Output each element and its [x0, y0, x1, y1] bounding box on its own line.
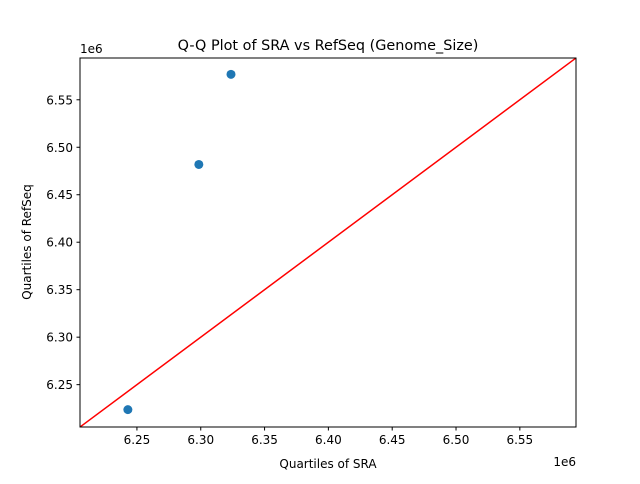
y-tick-label: 6.45	[46, 188, 73, 202]
y-tick-label: 6.55	[46, 93, 73, 107]
y-tick-label: 6.40	[46, 236, 73, 250]
y-tick-label: 6.50	[46, 141, 73, 155]
data-point	[123, 405, 133, 415]
x-tick-label: 6.40	[315, 433, 342, 447]
y-tick-label: 6.30	[46, 331, 73, 345]
x-tick-label: 6.35	[251, 433, 278, 447]
data-point	[226, 69, 236, 79]
y-tick-label: 6.25	[46, 378, 73, 392]
y-tick-label: 6.35	[46, 283, 73, 297]
chart-title: Q-Q Plot of SRA vs RefSeq (Genome_Size)	[178, 38, 479, 54]
x-tick-label: 6.30	[187, 433, 214, 447]
x-axis-label: Quartiles of SRA	[279, 457, 377, 471]
x-tick-label: 6.55	[506, 433, 533, 447]
x-offset-label: 1e6	[553, 455, 576, 469]
y-offset-label: 1e6	[80, 42, 103, 56]
axes-frame	[79, 57, 577, 428]
x-tick-label: 6.50	[443, 433, 470, 447]
x-tick-label: 6.25	[124, 433, 151, 447]
reference-line	[80, 58, 576, 427]
y-axis-label: Quartiles of RefSeq	[20, 184, 34, 300]
x-tick-label: 6.45	[379, 433, 406, 447]
data-point	[194, 159, 204, 169]
